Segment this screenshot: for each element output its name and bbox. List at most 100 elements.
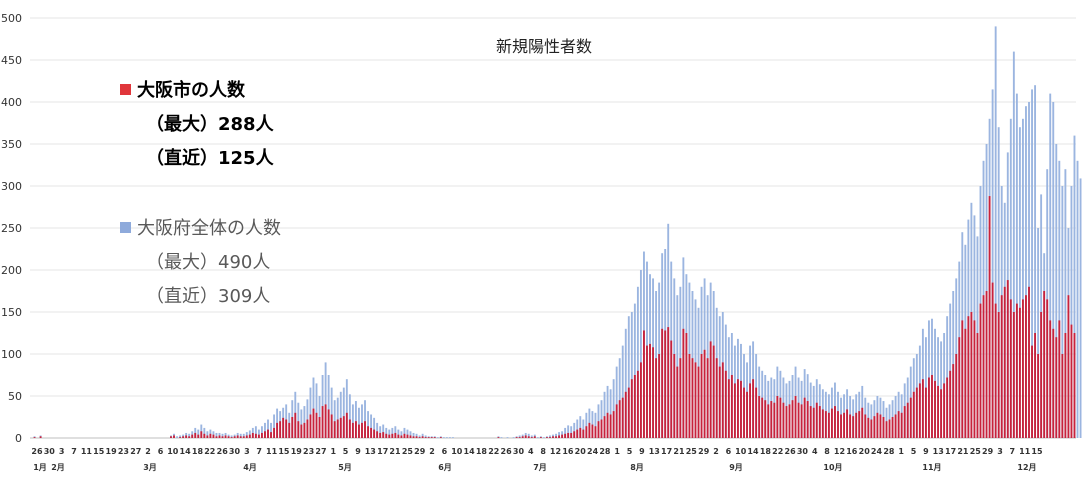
x-tick-label: 22 xyxy=(204,447,215,456)
bar-osaka-pref xyxy=(267,419,269,438)
x-tick-label: 23 xyxy=(303,447,314,456)
bar-osaka-city xyxy=(897,411,900,438)
bar-osaka-city xyxy=(1073,333,1076,438)
bar-osaka-city xyxy=(824,411,827,438)
bar-osaka-city xyxy=(973,320,976,438)
bar-osaka-city xyxy=(721,362,724,438)
x-tick-label: 15 xyxy=(93,447,105,456)
bar-osaka-pref xyxy=(564,427,567,438)
bar-osaka-city xyxy=(809,406,812,438)
bar-osaka-city xyxy=(1037,354,1040,438)
x-tick-label: 27 xyxy=(130,447,141,456)
x-tick-label: 13 xyxy=(365,447,376,456)
bar-osaka-city xyxy=(585,426,588,438)
bar-osaka-city xyxy=(976,333,979,438)
bar-osaka-city xyxy=(212,434,215,438)
bar-osaka-city xyxy=(688,354,691,438)
bar-osaka-pref xyxy=(327,375,330,438)
x-tick-label: 29 xyxy=(414,447,426,456)
x-axis: 26 30 3 7 11 15 19 23 27 2 6 10 14 18 22 26 30 3 7 11 15 19 23… xyxy=(31,447,1043,472)
bar-osaka-city xyxy=(1052,328,1055,438)
bar-osaka-city xyxy=(394,432,397,438)
bar-osaka-city xyxy=(649,343,651,438)
bar-osaka-city xyxy=(761,397,764,438)
legend-osaka-pref: 大阪府全体の人数 xyxy=(120,212,281,246)
bar-osaka-city xyxy=(858,411,861,438)
bar-osaka-pref xyxy=(382,424,385,438)
bar-osaka-pref xyxy=(436,437,439,438)
x-tick-label: 12 xyxy=(550,447,561,456)
x-tick-label: 21 xyxy=(957,447,969,456)
x-tick-label: 18 xyxy=(476,447,488,456)
bar-osaka-pref xyxy=(1028,102,1030,438)
bar-osaka-city xyxy=(870,419,873,438)
bar-osaka-city xyxy=(600,419,603,438)
bar-osaka-city xyxy=(297,421,300,438)
bar-osaka-city xyxy=(233,436,236,438)
bar-osaka-city xyxy=(827,412,830,438)
x-tick-label: 11 xyxy=(266,447,278,456)
bar-osaka-pref xyxy=(994,26,997,439)
bar-osaka-city xyxy=(885,421,888,438)
x-tick-label: 17 xyxy=(945,447,956,456)
bar-osaka-pref xyxy=(242,433,245,438)
bar-osaka-pref xyxy=(385,427,388,438)
bar-osaka-pref xyxy=(330,387,333,438)
bar-osaka-city xyxy=(1064,333,1067,438)
x-tick-label: 17 xyxy=(377,447,388,456)
bar-osaka-city xyxy=(673,354,676,438)
bar-osaka-city xyxy=(576,429,579,438)
x-month-label: 7月 xyxy=(533,463,547,472)
bar-osaka-pref xyxy=(536,437,539,438)
chart-title: 新規陽性者数 xyxy=(496,37,592,56)
bar-osaka-city xyxy=(658,354,661,438)
bar-osaka-city xyxy=(958,337,961,438)
bar-osaka-city xyxy=(324,404,327,438)
bar-osaka-city xyxy=(943,383,946,438)
bar-osaka-city xyxy=(606,412,609,438)
bar-osaka-city xyxy=(955,354,958,438)
bar-osaka-city xyxy=(333,421,336,438)
bar-osaka-pref xyxy=(391,427,394,438)
bar-osaka-city xyxy=(439,437,442,438)
bar-osaka-pref xyxy=(245,432,248,438)
bar-osaka-city xyxy=(406,434,409,438)
bar-osaka-city xyxy=(812,407,815,438)
bar-osaka-city xyxy=(412,436,415,438)
bar-osaka-city xyxy=(737,379,739,438)
bar-osaka-city xyxy=(630,379,633,438)
x-month-label: 10月 xyxy=(823,463,842,472)
bar-osaka-city xyxy=(655,358,658,438)
x-tick-label: 24 xyxy=(587,447,599,456)
bar-osaka-pref xyxy=(600,400,603,438)
bar-osaka-city xyxy=(291,417,294,438)
bar-osaka-city xyxy=(770,401,773,438)
bar-osaka-pref xyxy=(176,436,178,438)
bar-osaka-city xyxy=(970,312,973,438)
bar-osaka-city xyxy=(1006,280,1009,438)
bar-osaka-pref xyxy=(1079,178,1082,438)
bar-osaka-pref xyxy=(379,426,382,438)
bar-osaka-pref xyxy=(512,437,515,438)
bar-osaka-city xyxy=(424,437,427,438)
x-tick-label: 14 xyxy=(747,447,759,456)
bar-osaka-city xyxy=(830,408,833,438)
legend-osaka-city: 大阪市の人数 xyxy=(120,74,281,108)
bar-osaka-city xyxy=(546,437,548,438)
bar-osaka-pref xyxy=(188,433,191,438)
bar-osaka-pref xyxy=(306,399,309,438)
bar-osaka-pref xyxy=(370,414,373,438)
bar-osaka-pref xyxy=(348,394,351,438)
bar-osaka-city xyxy=(239,436,242,438)
bar-osaka-city xyxy=(245,435,248,438)
bar-osaka-city xyxy=(940,389,943,438)
bar-osaka-city xyxy=(1025,295,1027,438)
bar-osaka-pref xyxy=(549,435,551,438)
x-tick-label: 25 xyxy=(970,447,982,456)
bar-osaka-pref xyxy=(224,432,227,438)
bar-osaka-pref xyxy=(215,432,218,438)
bar-osaka-city xyxy=(988,196,991,438)
bar-osaka-city xyxy=(821,409,824,438)
x-tick-label: 3 xyxy=(244,447,250,456)
bar-osaka-city xyxy=(285,419,288,438)
